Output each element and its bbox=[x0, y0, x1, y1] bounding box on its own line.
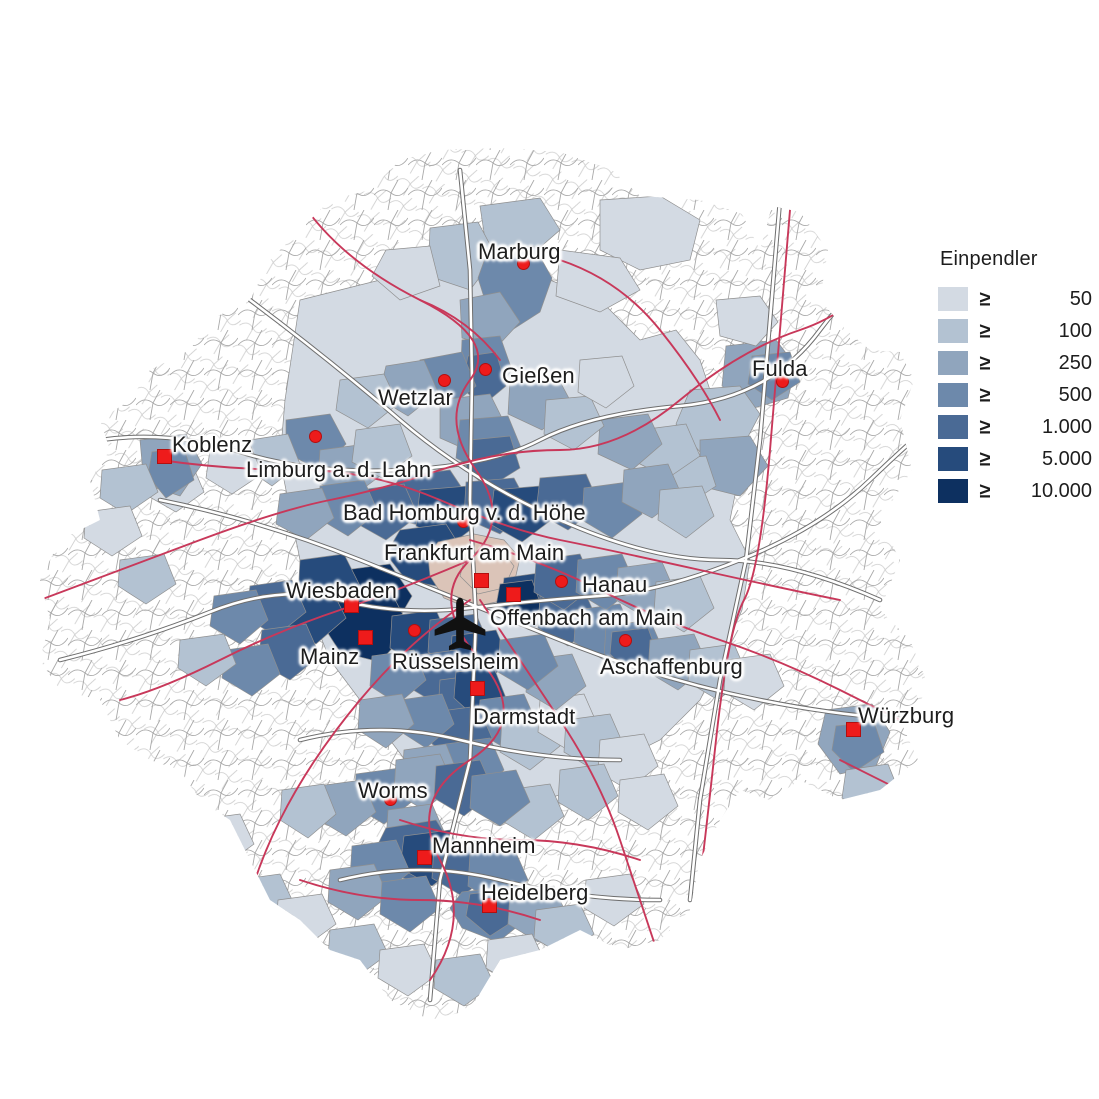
legend-row[interactable]: ≥500 bbox=[938, 381, 1096, 409]
city-marker[interactable] bbox=[384, 793, 397, 806]
legend-rows: ≥50 ≥100 ≥250 ≥500 ≥1.000 ≥5.000 ≥10.000 bbox=[938, 285, 1096, 505]
legend-swatch bbox=[938, 479, 968, 503]
city-marker[interactable] bbox=[555, 575, 568, 588]
city-marker[interactable] bbox=[457, 515, 470, 528]
city-marker[interactable] bbox=[776, 375, 789, 388]
airplane-icon bbox=[434, 597, 486, 651]
legend-value: 250 bbox=[1058, 351, 1092, 374]
legend-value: 100 bbox=[1058, 319, 1092, 342]
city-marker[interactable] bbox=[157, 449, 172, 464]
greater-equal-icon: ≥ bbox=[979, 446, 991, 471]
greater-equal-icon: ≥ bbox=[979, 286, 991, 311]
greater-equal-icon: ≥ bbox=[979, 318, 991, 343]
city-marker[interactable] bbox=[506, 587, 521, 602]
legend-row[interactable]: ≥250 bbox=[938, 349, 1096, 377]
city-marker[interactable] bbox=[479, 363, 492, 376]
legend-title: Einpendler bbox=[940, 248, 1038, 270]
legend-row[interactable]: ≥10.000 bbox=[938, 477, 1096, 505]
legend-swatch bbox=[938, 447, 968, 471]
city-marker[interactable] bbox=[417, 850, 432, 865]
city-marker[interactable] bbox=[474, 573, 489, 588]
legend-value: 5.000 bbox=[1041, 447, 1092, 470]
city-marker[interactable] bbox=[344, 598, 359, 613]
city-marker[interactable] bbox=[470, 681, 485, 696]
legend-value: 1.000 bbox=[1041, 415, 1092, 438]
legend-swatch bbox=[938, 287, 968, 311]
legend-row[interactable]: ≥5.000 bbox=[938, 445, 1096, 473]
city-marker[interactable] bbox=[438, 374, 451, 387]
city-marker[interactable] bbox=[358, 630, 373, 645]
map-legend: Einpendler ≥50 ≥100 ≥250 ≥500 ≥1.000 ≥5.000 ≥1… bbox=[938, 248, 1096, 509]
greater-equal-icon: ≥ bbox=[979, 414, 991, 439]
greater-equal-icon: ≥ bbox=[979, 350, 991, 375]
legend-row[interactable]: ≥1.000 bbox=[938, 413, 1096, 441]
city-marker[interactable] bbox=[619, 634, 632, 647]
greater-equal-icon: ≥ bbox=[979, 382, 991, 407]
legend-row[interactable]: ≥50 bbox=[938, 285, 1096, 313]
legend-row[interactable]: ≥100 bbox=[938, 317, 1096, 345]
greater-equal-icon: ≥ bbox=[979, 478, 991, 503]
city-marker[interactable] bbox=[408, 624, 421, 637]
legend-swatch bbox=[938, 351, 968, 375]
legend-swatch bbox=[938, 319, 968, 343]
legend-value: 10.000 bbox=[1030, 479, 1092, 502]
city-marker[interactable] bbox=[846, 722, 861, 737]
city-marker[interactable] bbox=[517, 257, 530, 270]
legend-swatch bbox=[938, 415, 968, 439]
city-marker[interactable] bbox=[482, 898, 497, 913]
legend-value: 500 bbox=[1058, 383, 1092, 406]
legend-value: 50 bbox=[1069, 287, 1092, 310]
city-marker[interactable] bbox=[309, 430, 322, 443]
legend-swatch bbox=[938, 383, 968, 407]
